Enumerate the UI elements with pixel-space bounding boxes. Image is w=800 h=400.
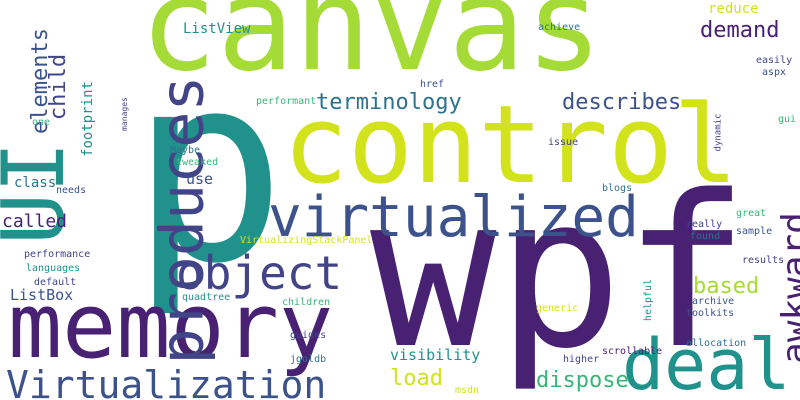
word-Maybe: Maybe — [170, 145, 201, 156]
word-dynamic: dynamic — [713, 113, 724, 152]
word-Virtualization: Virtualization — [6, 363, 327, 400]
word-helpful: helpful — [643, 278, 655, 322]
word-manages: manages — [119, 97, 129, 131]
word-results: results — [742, 255, 785, 266]
word-p: p — [130, 19, 287, 321]
word-canvas: canvas — [140, 0, 603, 100]
word-easily: easily — [756, 55, 793, 66]
word-href: href — [420, 79, 445, 90]
word-found: found — [690, 231, 721, 242]
word-blogs: blogs — [602, 183, 633, 194]
word-load: load — [390, 366, 443, 391]
word-performant: performant — [256, 96, 317, 107]
word-archive: archive — [692, 296, 735, 307]
word-tweaked: tweaked — [176, 157, 219, 168]
word-deal: deal — [622, 324, 791, 400]
word-dispose: dispose — [536, 368, 629, 393]
word-ListView: ListView — [183, 21, 251, 37]
word-sample: sample — [736, 226, 773, 237]
word-child: child — [46, 53, 72, 121]
word-control: control — [283, 83, 739, 208]
word-terminology: terminology — [316, 90, 462, 115]
word-based: based — [693, 274, 760, 299]
word-VirtualizingStackPanel: VirtualizingStackPanel — [240, 235, 373, 246]
word-really: really — [686, 219, 723, 230]
word-children: children — [282, 297, 331, 308]
word-memory: memory — [8, 274, 334, 379]
word-great: great — [736, 208, 767, 219]
word-virtualized: virtualized — [268, 185, 639, 250]
word-higher: higher — [563, 354, 600, 365]
word-quadtree: quadtree — [182, 292, 231, 303]
word-allocation: allocation — [686, 338, 747, 349]
word-msdn: msdn — [455, 385, 480, 396]
word-achieve: achieve — [538, 22, 581, 33]
word-describes: describes — [562, 90, 682, 115]
word-ListBox: ListBox — [10, 286, 74, 304]
word-visibility: visibility — [390, 346, 481, 364]
word-gui: gui — [778, 114, 797, 125]
word-wpf: wpf — [370, 150, 750, 395]
word-needs: needs — [56, 185, 87, 196]
word-awkward: awkward — [774, 212, 800, 364]
word-footprint: footprint — [79, 81, 96, 157]
word-jgoldb: jgoldb — [290, 354, 327, 365]
word-one: one — [32, 117, 51, 128]
word-object: object — [176, 246, 343, 300]
word-default: default — [34, 277, 77, 288]
word-reduce: reduce — [708, 1, 759, 17]
word-produces: produces — [147, 75, 218, 365]
word-issue: issue — [548, 137, 579, 148]
word-use: use — [186, 170, 214, 188]
word-languages: languages — [26, 263, 81, 274]
word-called: called — [2, 211, 68, 232]
word-aspx: aspx — [762, 67, 787, 78]
word-guides: guides — [290, 330, 327, 341]
word-scrollable: scrollable — [602, 346, 663, 357]
word-demand: demand — [700, 18, 780, 43]
word-toolkits: toolkits — [686, 308, 735, 319]
word-class: class — [14, 175, 57, 191]
word-generic: generic — [536, 303, 579, 314]
word-performance: performance — [24, 249, 91, 260]
